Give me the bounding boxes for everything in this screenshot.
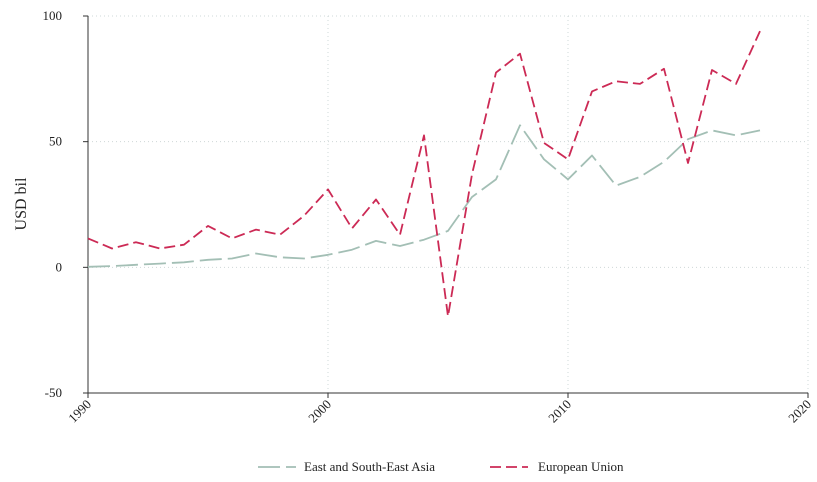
y-axis-title: USD bil <box>13 177 30 230</box>
axes: -50 0 50 100 1990 2000 2010 2020 <box>43 8 815 426</box>
y-tick-label: 0 <box>56 259 63 274</box>
series-line-east-and-south-east-asia <box>87 124 761 268</box>
y-tick-label: -50 <box>45 385 62 400</box>
x-tick-label: 2020 <box>785 397 814 426</box>
x-tick-label: 1990 <box>65 397 94 426</box>
y-tick-label: 50 <box>49 134 62 149</box>
y-tick-label: 100 <box>43 8 63 23</box>
legend: East and South-East Asia European Union <box>258 459 624 474</box>
x-tick-label: 2010 <box>545 397 574 426</box>
legend-label: East and South-East Asia <box>304 459 435 474</box>
x-tick-label: 2000 <box>305 397 334 426</box>
series-lines <box>87 30 761 318</box>
series-line-european-union <box>87 30 761 318</box>
grid <box>87 15 809 394</box>
legend-label: European Union <box>538 459 624 474</box>
